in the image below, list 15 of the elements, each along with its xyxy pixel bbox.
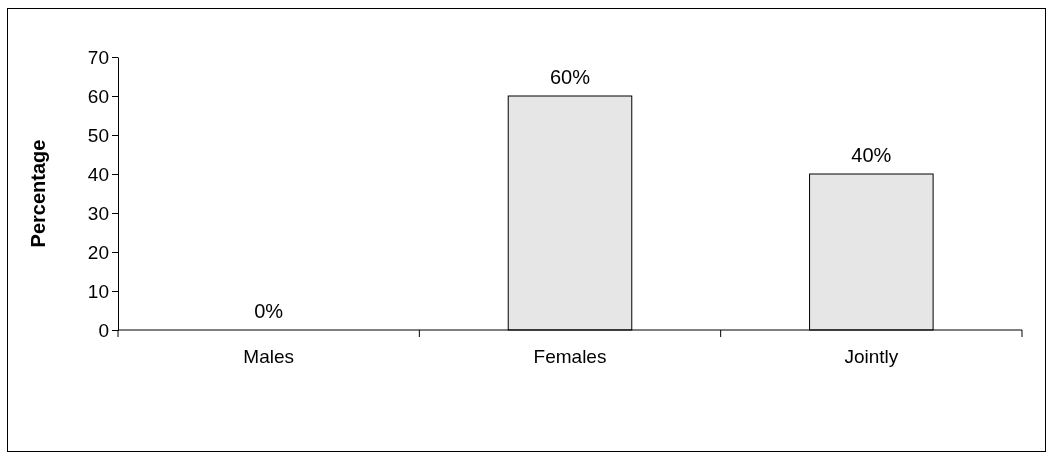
x-tick-label: Females: [533, 346, 607, 368]
y-tick-label: 40: [87, 163, 109, 185]
y-axis-title: Percentage: [27, 139, 49, 248]
y-tick-label: 70: [87, 46, 109, 68]
y-tick-label: 30: [87, 202, 109, 224]
y-tick-label: 20: [87, 241, 109, 263]
data-label: 40%: [851, 144, 892, 166]
y-tick-label: 60: [87, 85, 109, 107]
y-tick-label: 50: [87, 124, 109, 146]
y-tick-label: 10: [87, 280, 109, 302]
data-label: 60%: [549, 66, 591, 88]
y-tick-label: 0: [98, 319, 109, 341]
x-tick-label: Jointly: [844, 346, 899, 368]
x-tick-label: Males: [243, 346, 295, 368]
data-label: 0%: [254, 300, 284, 322]
